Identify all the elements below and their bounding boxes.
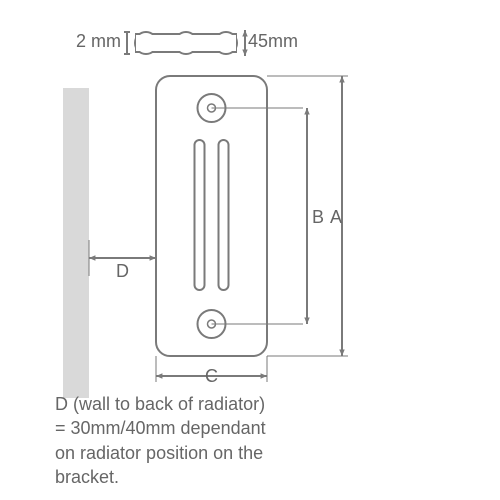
label-top-left: 2 mm xyxy=(76,31,121,52)
caption-line3: on radiator position on the xyxy=(55,443,263,463)
label-top-right: 45mm xyxy=(248,31,298,52)
caption-line4: bracket. xyxy=(55,467,119,487)
label-D: D xyxy=(116,261,129,282)
label-A: A xyxy=(330,207,342,228)
caption-line1: D (wall to back of radiator) xyxy=(55,394,265,414)
label-B: B xyxy=(312,207,324,228)
caption: D (wall to back of radiator) = 30mm/40mm… xyxy=(55,392,465,489)
technical-diagram: 2 mm 45mm B A C D D (wall to back of rad… xyxy=(0,0,500,500)
caption-line2: = 30mm/40mm dependant xyxy=(55,418,266,438)
label-C: C xyxy=(205,366,218,387)
